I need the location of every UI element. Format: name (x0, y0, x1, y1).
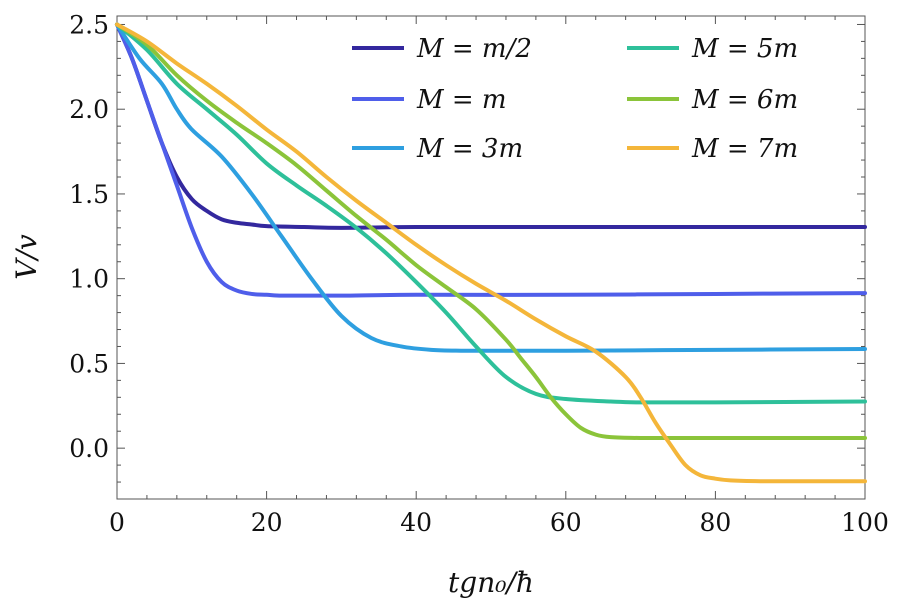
x-tick-label: 20 (251, 508, 283, 537)
y-tick-label: 0.5 (69, 349, 109, 378)
x-tick-labels: 0 20 40 60 80 100 (109, 508, 889, 537)
legend-label-4: M = 5m (691, 34, 798, 64)
x-tick-label: 80 (699, 508, 731, 537)
x-tick-label: 0 (109, 508, 125, 537)
y-tick-labels: 0.0 0.5 1.0 1.5 2.0 2.5 (69, 10, 109, 463)
plot-frame (116, 15, 866, 500)
series-line-5 (115, 22, 867, 441)
y-tick-label: 2.5 (69, 10, 109, 39)
legend-label-5: M = 6m (691, 85, 798, 115)
legend-label-6: M = 7m (691, 134, 798, 164)
legend-label-2: M = m (416, 85, 507, 115)
series-line-2 (115, 22, 867, 298)
y-tick-label: 1.5 (69, 180, 109, 209)
x-tick-label: 40 (400, 508, 432, 537)
minor-ticks (117, 16, 865, 500)
series-lines (115, 22, 867, 484)
x-tick-label: 100 (841, 508, 889, 537)
y-tick-label: 1.0 (69, 265, 109, 294)
y-tick-label: 2.0 (69, 95, 109, 124)
series-line-4 (115, 22, 867, 405)
legend: M = m/2 M = m M = 3m M = 5m M = 6m M = 7m (352, 34, 798, 164)
y-axis-label: V/v (10, 234, 43, 280)
x-tick-label: 60 (550, 508, 582, 537)
series-line-3 (115, 22, 867, 353)
x-axis-label: tgn₀/ħ (448, 566, 534, 599)
legend-label-1: M = m/2 (416, 34, 532, 64)
legend-label-3: M = 3m (416, 134, 523, 164)
y-tick-label: 0.0 (69, 434, 109, 463)
series-line-6 (115, 22, 867, 484)
